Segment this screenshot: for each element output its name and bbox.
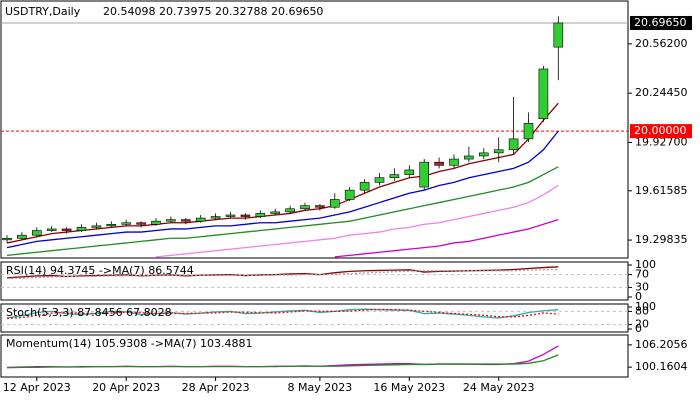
x-tick-label: 8 May 2023 <box>288 381 353 394</box>
candle-body <box>419 161 430 188</box>
y-tick-label: 80 <box>635 304 649 317</box>
candle-body <box>240 214 251 217</box>
candle-body <box>76 227 87 231</box>
y-tick-label: 19.92700 <box>635 135 688 148</box>
panel-title: Stoch(5,3,3) 87.8456 67.8028 <box>6 306 172 319</box>
candle-body <box>151 220 161 225</box>
candle-body <box>166 219 176 222</box>
indicator-line <box>6 308 559 319</box>
candle-body <box>374 177 385 183</box>
candle-body <box>46 228 57 231</box>
candle-body <box>61 228 72 231</box>
moving-average-line <box>6 130 559 249</box>
chart-title: USDTRY,Daily <box>5 5 81 18</box>
y-tick-label: 30 <box>635 280 649 293</box>
panel-frame <box>0 303 629 333</box>
y-tick-label: 20 <box>635 318 649 331</box>
candle-body <box>2 237 12 241</box>
candle-body <box>315 205 325 208</box>
candle-body <box>91 225 102 228</box>
x-tick-label: 28 Apr 2023 <box>182 381 250 394</box>
level-label-box <box>630 124 692 139</box>
candle-body <box>464 155 474 160</box>
candle-body <box>181 219 191 222</box>
indicator-line <box>6 308 559 320</box>
y-tick-label: 70 <box>635 268 649 281</box>
price-label-box <box>630 15 692 30</box>
candle-body <box>449 158 459 166</box>
y-tick-label: 100.1604 <box>635 360 688 373</box>
x-tick-label: 20 Apr 2023 <box>92 381 160 394</box>
y-tick-label: 0 <box>635 322 642 335</box>
candle-body <box>225 214 236 217</box>
candle-body <box>404 169 415 175</box>
candle-body <box>434 161 444 166</box>
candle-body <box>329 199 340 208</box>
candle-body <box>285 208 295 213</box>
price-label: 20.69650 <box>634 16 687 29</box>
y-tick-label: 0 <box>635 290 642 303</box>
level-label: 20.00000 <box>634 124 687 137</box>
ohlc-label: 20.54098 20.73975 20.32788 20.69650 <box>103 5 323 18</box>
y-tick-label: 20.24450 <box>635 86 688 99</box>
candle-body <box>136 222 146 225</box>
moving-average-line <box>334 219 559 258</box>
panel-title: RSI(14) 94.3745 ->MA(7) 86.5744 <box>6 264 194 277</box>
candle-body <box>17 234 27 239</box>
candle-body <box>493 149 504 154</box>
candle-body <box>344 189 355 200</box>
x-tick-label: 12 Apr 2023 <box>3 381 71 394</box>
x-tick-label: 24 May 2023 <box>463 381 535 394</box>
y-tick-label: 20.56200 <box>635 37 688 50</box>
moving-average-line <box>155 184 559 258</box>
candle-body <box>300 205 310 210</box>
y-tick-label: 100 <box>635 300 656 313</box>
candle-body <box>523 123 534 140</box>
panel-frame <box>0 334 629 378</box>
moving-average-line <box>6 166 559 257</box>
y-tick-label: 19.29835 <box>635 233 688 246</box>
panel-title: Momentum(14) 105.9308 ->MA(7) 103.4881 <box>6 337 253 350</box>
candle-body <box>538 68 549 120</box>
candle-body <box>121 222 131 225</box>
y-tick-label: 106.2056 <box>635 338 688 351</box>
candle-body <box>255 213 266 217</box>
candle-body <box>359 182 370 191</box>
candle-body <box>270 211 281 214</box>
candle-body <box>389 174 400 179</box>
panel-frame <box>0 0 629 259</box>
candle-body <box>478 152 489 157</box>
candle-body <box>508 138 519 151</box>
candle-body <box>106 224 117 227</box>
panel-frame <box>0 261 629 301</box>
candle-body <box>210 216 221 219</box>
candle-body <box>553 22 564 48</box>
indicator-line <box>6 266 559 279</box>
indicator-line <box>6 354 559 369</box>
candle-body <box>31 230 42 236</box>
moving-average-line <box>6 102 559 244</box>
x-tick-label: 16 May 2023 <box>373 381 445 394</box>
y-tick-label: 100 <box>635 258 656 271</box>
y-tick-label: 19.61585 <box>635 184 688 197</box>
candle-body <box>195 217 206 222</box>
